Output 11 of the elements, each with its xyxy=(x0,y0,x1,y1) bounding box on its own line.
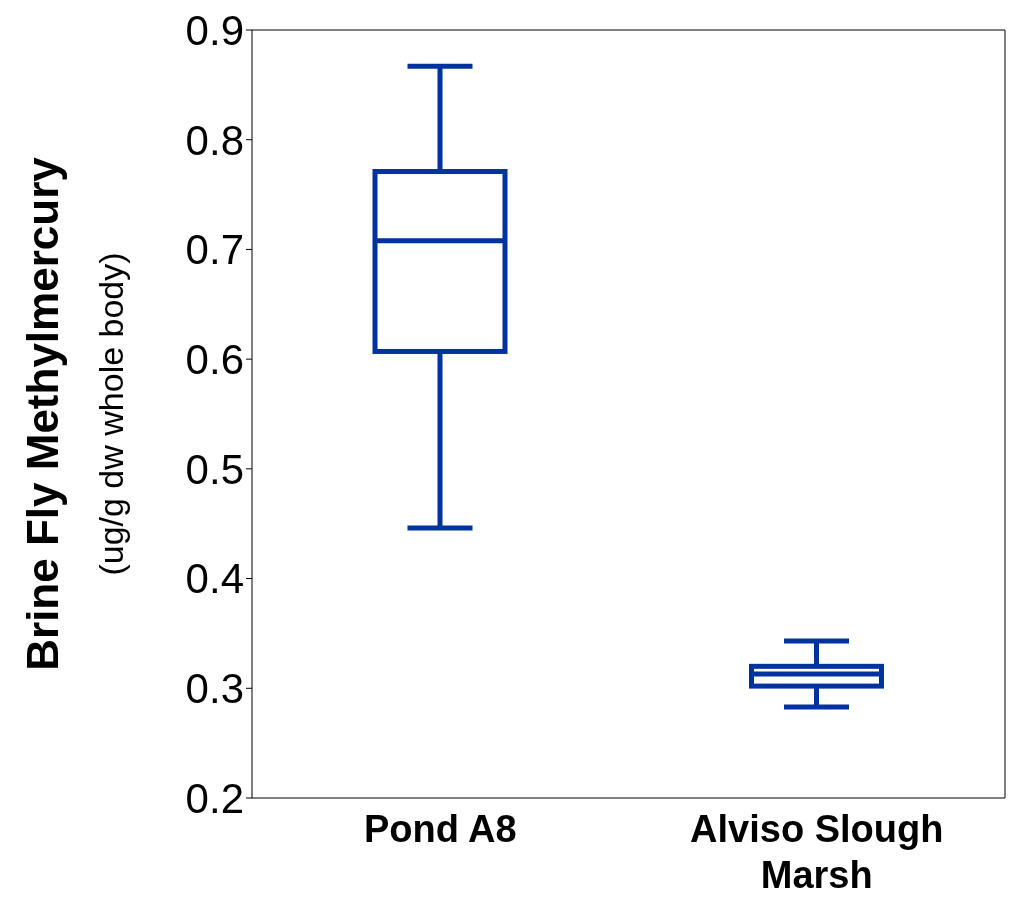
y-tick-label: 0.4 xyxy=(185,555,244,603)
y-axis-title: Brine Fly Methylmercury (ug/g dw whole body) xyxy=(18,156,130,671)
y-tick-label: 0.2 xyxy=(185,774,244,822)
x-tick-label: Alviso Slough Marsh xyxy=(690,808,944,896)
y-tick-label: 0.7 xyxy=(185,226,244,274)
y-tick-label: 0.3 xyxy=(185,665,244,713)
y-tick-label: 0.8 xyxy=(185,116,244,164)
y-tick-label: 0.6 xyxy=(185,336,244,384)
y-tick-label: 0.9 xyxy=(185,6,244,54)
x-tick-label: Pond A8 xyxy=(363,808,517,850)
y-tick-label: 0.5 xyxy=(185,445,244,493)
